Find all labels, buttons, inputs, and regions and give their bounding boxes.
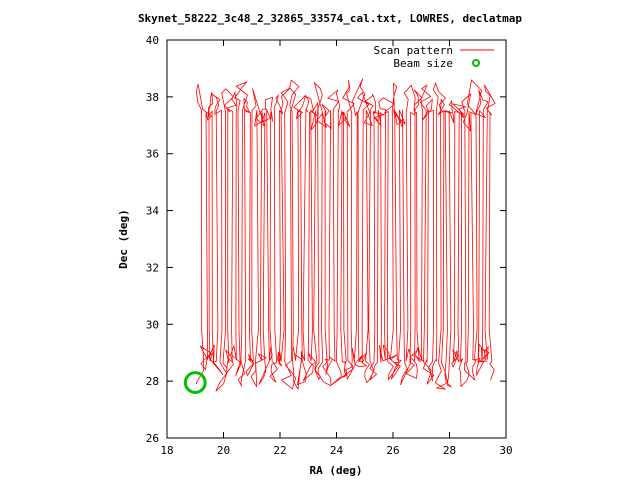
chart-title: Skynet_58222_3c48_2_32865_33574_cal.txt,… — [138, 12, 522, 25]
y-tick-label: 40 — [146, 34, 159, 47]
x-tick-label: 18 — [160, 444, 173, 457]
plot-frame — [166, 39, 507, 439]
x-tick-label: 24 — [330, 444, 344, 457]
y-tick-label: 36 — [146, 148, 159, 161]
y-tick-label: 38 — [146, 91, 159, 104]
legend: Scan pattern Beam size — [374, 44, 494, 70]
plot-area — [183, 78, 496, 394]
y-tick-label: 34 — [146, 205, 160, 218]
x-tick-label: 28 — [443, 444, 456, 457]
legend-label-scan-pattern: Scan pattern — [374, 44, 453, 57]
legend-label-beam-size: Beam size — [393, 57, 453, 70]
x-tick-label: 20 — [217, 444, 230, 457]
legend-swatch-beam-size — [472, 59, 480, 67]
y-tick-label: 28 — [146, 375, 159, 388]
beam-size-circle — [183, 371, 207, 394]
y-tick-label: 26 — [146, 432, 159, 445]
scan-pattern-line — [195, 78, 496, 392]
x-axis-label: RA (deg) — [310, 464, 363, 477]
y-tick-label: 30 — [146, 318, 159, 331]
x-tick-label: 22 — [273, 444, 286, 457]
x-axis: 18 20 22 24 26 28 30 — [160, 40, 513, 457]
x-tick-label: 26 — [386, 444, 399, 457]
y-axis-label: Dec (deg) — [117, 209, 130, 269]
y-axis: 26 28 30 32 34 36 38 40 — [146, 34, 506, 445]
y-tick-label: 32 — [146, 261, 159, 274]
x-tick-label: 30 — [499, 444, 512, 457]
